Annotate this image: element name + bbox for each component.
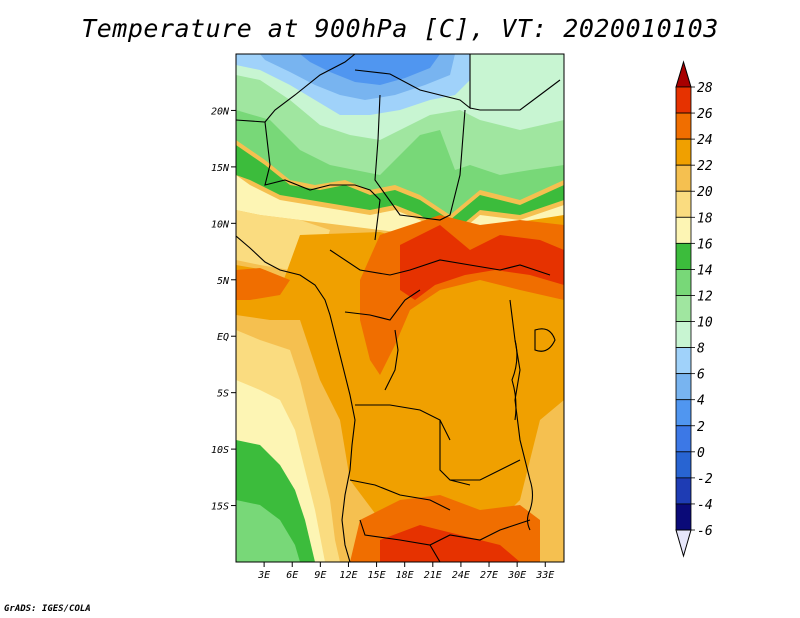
x-tick-label: 21E	[424, 570, 442, 581]
colorbar-label: 0	[697, 446, 705, 461]
colorbar-swatch	[675, 321, 692, 348]
colorbar-label: 8	[697, 342, 705, 357]
y-axis: 20N 15N 10N 5N EQ 5S 10S 15S	[211, 106, 236, 513]
border-nile-area	[469, 79, 561, 111]
colorbar-label: 4	[697, 394, 705, 409]
colorbar-label: 12	[697, 289, 713, 304]
map-frame	[235, 53, 565, 563]
x-tick-label: 12E	[339, 570, 357, 581]
colorbar-label: 28	[697, 81, 713, 96]
y-tick-label: 15N	[211, 163, 230, 174]
band-12-to-14-atlantic	[236, 500, 300, 562]
border-chad	[374, 94, 466, 221]
colorbar-label: 18	[697, 211, 713, 226]
colorbar-label: 26	[697, 107, 713, 122]
colorbar-swatch	[675, 373, 692, 401]
band-16-to-18	[236, 175, 564, 250]
coastlines-and-borders	[236, 54, 561, 562]
border-zambia	[450, 459, 521, 481]
colorbar-top-arrow	[675, 60, 692, 88]
map-title: Temperature at 900hPa [C], VT: 202001010…	[81, 14, 719, 43]
colorbar-swatch	[675, 347, 692, 375]
border-angola-north	[355, 404, 451, 441]
colorbar-label: -6	[697, 524, 713, 539]
border-sahel-line	[264, 121, 381, 241]
colorbar-label: 10	[697, 316, 713, 331]
colorbar-swatch	[675, 138, 692, 166]
colorbar-label: 22	[697, 159, 713, 174]
y-tick-label: EQ	[217, 332, 229, 343]
border-namibia	[349, 479, 451, 511]
border-congo-gabon	[344, 289, 421, 321]
x-tick-label: 18E	[396, 570, 414, 581]
y-tick-label: 20N	[211, 106, 230, 117]
band-24-to-26-gulf	[236, 268, 290, 300]
colorbar-swatch	[675, 242, 692, 270]
colorbar-swatch	[675, 269, 692, 296]
y-tick-label: 10N	[211, 219, 230, 230]
colorbar-swatch	[675, 477, 692, 505]
east-africa-lakes	[511, 339, 518, 421]
y-tick-label: 15S	[211, 502, 229, 513]
colorbar-label: 14	[697, 263, 713, 278]
band-26-to-28-south	[380, 525, 520, 562]
border-botswana	[429, 544, 441, 562]
west-africa-coastline	[236, 235, 356, 562]
band-14-to-16	[236, 145, 564, 235]
y-tick-label: 5S	[217, 389, 229, 400]
y-tick-label: 5N	[217, 276, 230, 287]
grads-credit: GrADS: IGES/COLA	[4, 604, 91, 614]
lake-malawi	[526, 479, 534, 531]
colorbar-swatch	[675, 112, 692, 140]
colorbar-swatch	[675, 399, 692, 427]
colorbar-label: 6	[697, 368, 705, 383]
colorbar-label: 16	[697, 237, 713, 252]
x-tick-label: 3E	[257, 570, 270, 581]
x-tick-label: 24E	[452, 570, 470, 581]
lake-victoria	[534, 328, 556, 352]
x-tick-label: 9E	[314, 570, 326, 581]
colorbar-label: 2	[697, 420, 705, 435]
border-central-africa	[329, 249, 551, 276]
colorbar-label: -4	[697, 498, 713, 513]
colorbar-swatch	[675, 216, 692, 244]
colorbar-swatch	[675, 503, 692, 531]
x-tick-label: 30E	[507, 570, 526, 581]
border-angola-east	[439, 420, 471, 486]
temperature-field	[236, 54, 564, 562]
border-congo-river	[384, 329, 399, 391]
colorbar-swatch	[675, 164, 692, 192]
colorbar-swatch	[675, 86, 692, 114]
x-tick-label: 15E	[368, 570, 386, 581]
colorbar-label: 24	[697, 133, 713, 148]
colorbar-swatch	[675, 451, 692, 479]
y-tick-label: 10S	[211, 445, 229, 456]
x-tick-label: 27E	[480, 570, 498, 581]
band-2-to-4	[300, 54, 440, 85]
colorbar-bottom-arrow	[675, 529, 692, 558]
colorbar-swatch	[675, 425, 692, 453]
x-tick-label: 6E	[286, 570, 298, 581]
band-26-to-28	[400, 225, 564, 300]
colorbar-label: -2	[697, 472, 713, 487]
colorbar-label: 20	[697, 185, 713, 200]
border-south-africa	[359, 519, 531, 546]
colorbar-swatch	[675, 190, 692, 218]
border-drc-east	[509, 299, 531, 481]
colorbar-swatch	[675, 295, 692, 322]
x-axis: 3E 6E 9E 12E 15E 18E 21E 24E 27E 30E 33E	[257, 562, 554, 581]
x-tick-label: 33E	[535, 570, 554, 581]
